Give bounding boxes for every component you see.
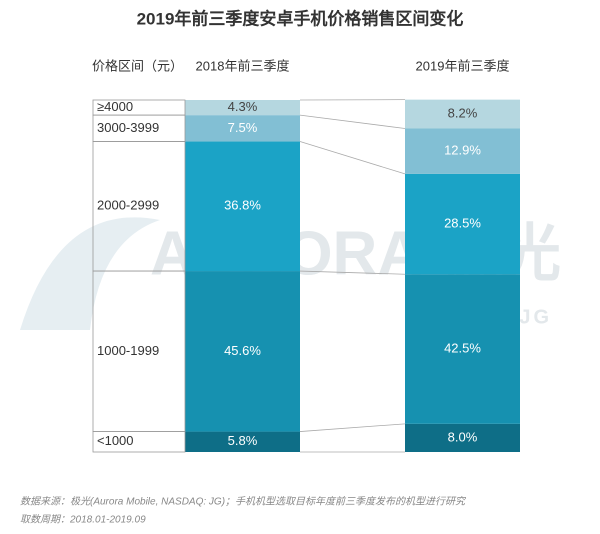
legend-label: 3000-3999 <box>97 120 159 135</box>
bar-segment <box>185 100 300 116</box>
x-tick-label: 2019年前三季度 <box>416 58 510 73</box>
bar-segment <box>185 141 300 272</box>
source: 数据来源：极光(Aurora Mobile, NASDAQ: JG)；手机机型选… <box>20 496 467 508</box>
value-label: 42.5% <box>444 340 481 355</box>
chart-title: 2019年前三季度安卓手机价格销售区间变化 <box>137 8 464 28</box>
value-label: 4.3% <box>228 99 258 114</box>
value-label: 5.8% <box>228 433 258 448</box>
legend-label: 2000-2999 <box>97 198 159 213</box>
value-label: 7.5% <box>228 120 258 135</box>
bar-segment <box>185 271 300 432</box>
bar-segment <box>405 274 520 424</box>
legend-label: <1000 <box>97 433 134 448</box>
connector <box>299 114 406 129</box>
connector <box>299 423 406 432</box>
value-label: 36.8% <box>224 198 261 213</box>
bar-segment <box>405 128 520 174</box>
bar-segment <box>185 431 300 452</box>
watermark-logo <box>20 217 160 330</box>
value-label: 8.0% <box>448 429 478 444</box>
bar-segment <box>185 115 300 142</box>
value-label: 28.5% <box>444 216 481 231</box>
value-label: 8.2% <box>448 106 478 121</box>
bar-segment <box>405 173 520 275</box>
period: 取数周期：2018.01-2019.09 <box>20 514 146 526</box>
legend-label: 1000-1999 <box>97 343 159 358</box>
bar-segment <box>405 423 520 452</box>
connector <box>299 270 406 275</box>
legend-box <box>92 99 186 116</box>
x-tick-label: 2018年前三季度 <box>196 58 290 73</box>
axis-label: 价格区间（元） <box>92 58 183 73</box>
bar-segment <box>405 99 520 129</box>
value-label: 12.9% <box>444 143 481 158</box>
legend-label: ≥4000 <box>97 99 133 114</box>
connector <box>299 141 406 175</box>
value-label: 45.6% <box>224 343 261 358</box>
